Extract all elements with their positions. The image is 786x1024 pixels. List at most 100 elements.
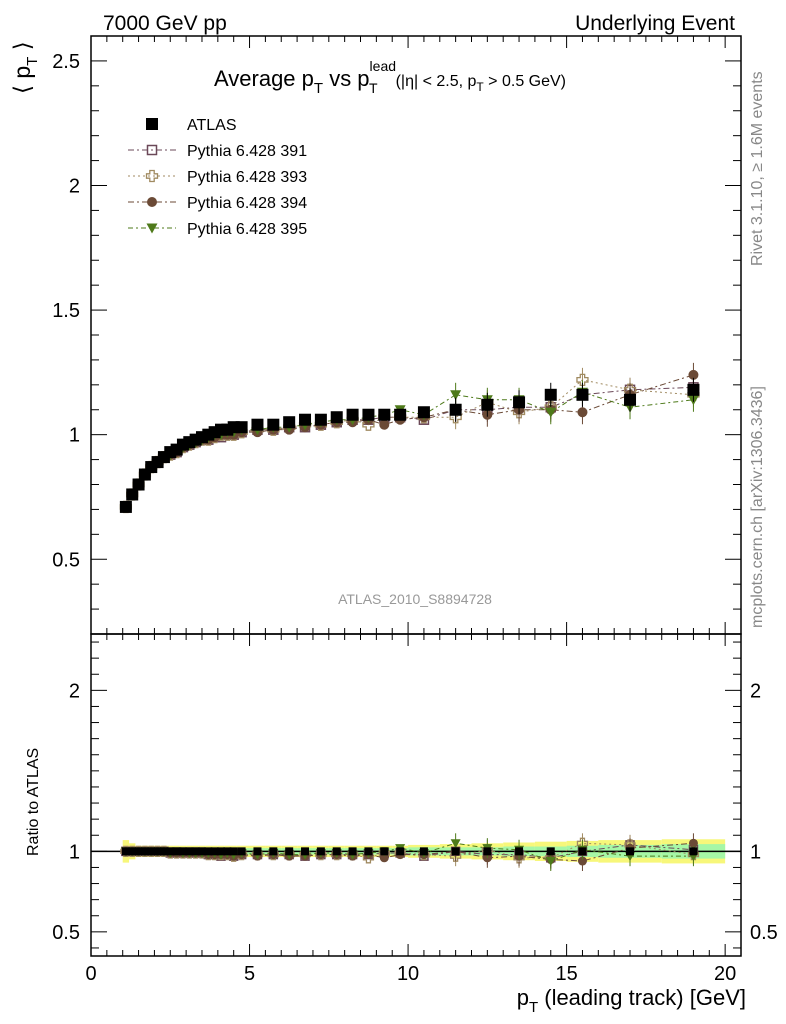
data-point (513, 396, 526, 409)
ratio-point (197, 847, 206, 856)
ratio-point (689, 847, 698, 856)
ratio-point (515, 847, 524, 856)
ratio-point (191, 847, 200, 856)
legend-label: ATLAS (187, 117, 237, 134)
ratio-point (223, 847, 232, 856)
ratio-point (185, 847, 194, 856)
data-point (688, 369, 699, 380)
mcplots-label: mcplots.cern.ch [arXiv:1306.3436] (749, 386, 766, 628)
ratio-point (688, 838, 698, 848)
ratio-point (364, 847, 373, 856)
legend-label: Pythia 6.428 391 (187, 143, 307, 160)
data-point (362, 408, 375, 421)
data-point (378, 408, 391, 421)
y-tick-label-ratio-right: 0.5 (750, 922, 778, 944)
data-point (394, 408, 407, 421)
legend-marker (146, 144, 158, 156)
y-tick-label-main: 0.5 (52, 549, 80, 571)
data-point (283, 416, 296, 429)
ratio-point (134, 847, 143, 856)
data-point (251, 418, 264, 431)
ratio-point (379, 853, 389, 863)
y-tick-label-main: 2.5 (52, 51, 80, 73)
data-point (235, 421, 248, 434)
ratio-point (159, 847, 168, 856)
ratio-point (147, 847, 156, 856)
x-axis-label: pT (leading track) [GeV] (517, 985, 746, 1016)
y-axis-label-main: ⟨ pT ⟩ (9, 41, 41, 94)
legend-marker (147, 197, 157, 207)
ratio-point (332, 847, 341, 856)
rivet-label: Rivet 3.1.10, ≥ 1.6M events (749, 71, 766, 266)
ratio-point (229, 847, 238, 856)
y-tick-label-ratio-right: 2 (750, 680, 761, 702)
ratio-point (153, 847, 162, 856)
ratio-point (578, 847, 587, 856)
data-point (576, 388, 589, 401)
ratio-series-layer (120, 833, 700, 872)
x-tick-label: 5 (244, 963, 255, 985)
ratio-point (140, 847, 149, 856)
main-series-layer (119, 362, 700, 514)
y-tick-label-ratio: 2 (69, 680, 80, 702)
axis-ticks: 0 5 10 15 20 0.5 1 1.5 2 2.5 0.5 0.5 1 1 2 2 (52, 35, 778, 985)
data-point (577, 407, 588, 418)
x-tick-label: 20 (714, 963, 736, 985)
data-point (576, 373, 589, 386)
series-line (125, 386, 694, 508)
header-left: 7000 GeV pp (103, 12, 227, 35)
legend: ATLAS Pythia 6.428 391 Pythia 6.428 393 Pyt… (128, 117, 307, 238)
data-point (299, 413, 312, 426)
data-point (119, 500, 132, 513)
ratio-point (217, 847, 225, 856)
data-point (545, 407, 557, 418)
x-tick-label: 15 (555, 963, 577, 985)
y-tick-label-main: 1 (69, 425, 80, 447)
y-tick-label-main: 1.5 (52, 300, 80, 322)
legend-marker (145, 169, 159, 183)
data-point (417, 406, 430, 419)
ratio-point (237, 847, 246, 856)
data-point (450, 390, 462, 401)
data-point (687, 383, 700, 396)
ratio-point (316, 847, 325, 856)
data-point (132, 478, 145, 491)
series-line (125, 391, 694, 508)
legend-marker (146, 223, 158, 234)
ratio-point (172, 847, 181, 856)
data-point (481, 398, 494, 411)
x-tick-label: 10 (397, 963, 419, 985)
y-axis-label-ratio: Ratio to ATLAS (25, 748, 42, 856)
data-point (544, 388, 557, 401)
ratio-point (577, 856, 587, 866)
y-tick-label-ratio: 1 (69, 841, 80, 863)
chart-title: Average pT vs plead T (|η| < 2.5, pT > 0.5… (214, 58, 566, 97)
data-point (314, 413, 327, 426)
ratio-point (483, 847, 492, 856)
ratio-point (380, 847, 389, 856)
data-point (126, 488, 139, 501)
ratio-point (419, 847, 428, 856)
data-point (346, 408, 359, 421)
data-point (449, 403, 462, 416)
y-tick-label-main: 2 (69, 176, 80, 198)
legend-marker (146, 118, 158, 130)
ratio-panel-frame (90, 633, 742, 957)
ratio-atlas (121, 847, 698, 856)
data-point (624, 393, 637, 406)
ratio-point (178, 847, 187, 856)
ratio-point (396, 847, 405, 856)
series-atlas (119, 377, 700, 513)
ratio-point (121, 847, 130, 856)
ratio-point (348, 847, 357, 856)
ratio-point (546, 847, 555, 856)
ratio-point (285, 847, 294, 856)
analysis-id: ATLAS_2010_S8894728 (338, 591, 492, 607)
ratio-point (450, 839, 461, 849)
legend-label: Pythia 6.428 394 (187, 195, 307, 212)
ratio-point (626, 847, 635, 856)
ratio-point (210, 847, 219, 856)
data-point (379, 419, 390, 430)
ratio-point (166, 847, 175, 856)
